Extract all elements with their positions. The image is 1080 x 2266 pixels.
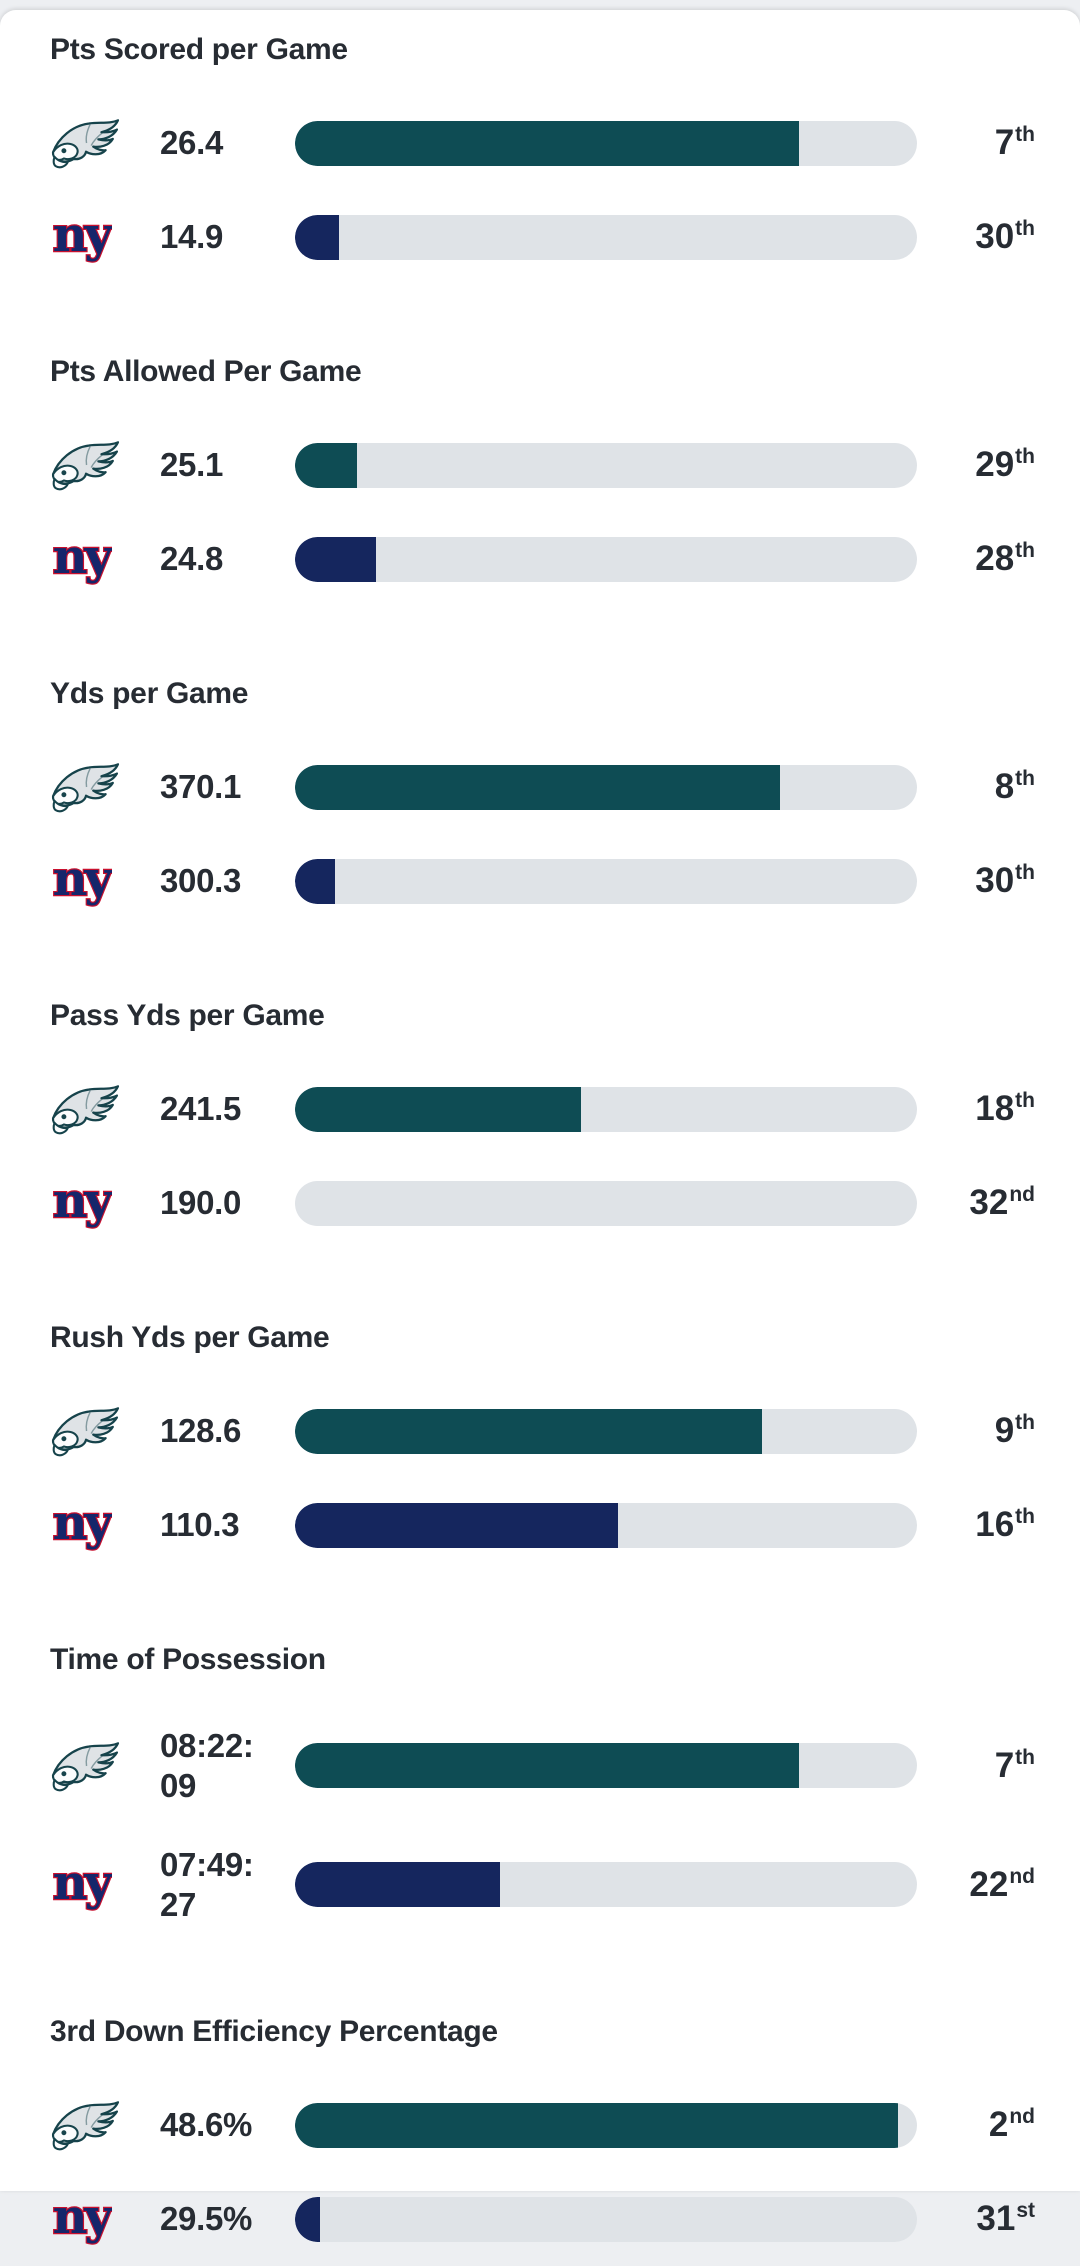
stat-rank: 7th (994, 123, 1035, 162)
stat-row-giants: 190.0 32nd (50, 1156, 1035, 1250)
stat-bar-track (295, 442, 917, 488)
section-title: Pass Yds per Game (50, 999, 325, 1032)
stat-value: 24.8 (160, 540, 224, 577)
stat-section-time-of-possession: Time of Possession 08:22: 09 7th 07:49: 27… (50, 1628, 1035, 1944)
stat-bar-fill (295, 2196, 320, 2242)
stat-row-giants: 14.9 30th (50, 190, 1035, 284)
stat-value: 25.1 (160, 446, 224, 483)
stat-bar-fill (295, 1086, 582, 1132)
stat-section-yds: Yds per Game 370.1 8th 300.3 30th (50, 662, 1035, 928)
stat-rank: 31st (976, 2199, 1035, 2238)
stat-value: 110.3 (160, 1506, 240, 1543)
stat-section-pts-allowed: Pts Allowed Per Game 25.1 29th 24.8 28th (50, 340, 1035, 606)
stat-bar-track (295, 1408, 917, 1454)
stat-bar-track (295, 1743, 917, 1788)
stat-row-eagles: 25.1 29th (50, 418, 1035, 512)
stat-row-eagles: 48.6% 2nd (50, 2078, 1035, 2172)
stat-rank: 28th (975, 539, 1035, 578)
stat-section-3rd-down: 3rd Down Efficiency Percentage 48.6% 2nd… (50, 2000, 1035, 2266)
stat-row-eagles: 26.4 7th (50, 96, 1035, 190)
stat-row-eagles: 128.6 9th (50, 1384, 1035, 1478)
stat-section-rush-yds: Rush Yds per Game 128.6 9th 110.3 16th (50, 1306, 1035, 1572)
stat-value: 300.3 (160, 862, 242, 899)
stat-rank: 9th (994, 1411, 1035, 1450)
stat-section-pass-yds: Pass Yds per Game 241.5 18th 190.0 32nd (50, 984, 1035, 1250)
stat-bar-track (295, 858, 917, 904)
stat-bar-track (295, 2102, 917, 2148)
stat-bar-fill (295, 214, 339, 260)
section-title: Rush Yds per Game (50, 1321, 330, 1354)
eagles-logo-icon (50, 437, 160, 493)
stat-row-eagles: 241.5 18th (50, 1062, 1035, 1156)
stat-bar-track (295, 1862, 917, 1907)
stat-bar-fill (295, 120, 799, 166)
stat-bar-track (295, 2196, 917, 2242)
stat-bar-fill (295, 2102, 899, 2148)
section-title: Pts Allowed Per Game (50, 355, 362, 388)
stat-bar-track (295, 214, 917, 260)
stat-row-giants: 110.3 16th (50, 1478, 1035, 1572)
stat-rank: 30th (975, 217, 1035, 256)
stat-bar-fill (295, 764, 781, 810)
eagles-logo-icon (50, 2097, 160, 2153)
stat-bar-track (295, 1502, 917, 1548)
stat-value: 370.1 (160, 768, 242, 805)
stat-row-giants: 300.3 30th (50, 834, 1035, 928)
stat-bar-fill (295, 1862, 501, 1907)
stat-rank: 30th (975, 861, 1035, 900)
ny-giants-logo-icon (50, 853, 160, 909)
stat-bar-track (295, 1180, 917, 1226)
section-title: Time of Possession (50, 1643, 326, 1676)
stat-bar-track (295, 764, 917, 810)
stat-rank: 18th (975, 1089, 1035, 1128)
stat-row-giants: 24.8 28th (50, 512, 1035, 606)
eagles-logo-icon (50, 1738, 160, 1794)
stat-value: 14.9 (160, 218, 224, 255)
ny-giants-logo-icon (50, 209, 160, 265)
stat-bar-fill (295, 1408, 762, 1454)
stat-value: 190.0 (160, 1184, 242, 1221)
stat-value: 241.5 (160, 1090, 242, 1127)
stat-row-giants: 07:49: 27 22nd (50, 1825, 1035, 1944)
stat-bar-track (295, 536, 917, 582)
ny-giants-logo-icon (50, 1175, 160, 1231)
eagles-logo-icon (50, 1403, 160, 1459)
stat-bar-fill (295, 1502, 619, 1548)
stat-row-eagles: 370.1 8th (50, 740, 1035, 834)
stat-rank: 8th (994, 767, 1035, 806)
ny-giants-logo-icon (50, 1497, 160, 1553)
stat-value: 08:22: 09 (160, 1726, 254, 1804)
stat-bar-track (295, 1086, 917, 1132)
stat-rank: 29th (975, 445, 1035, 484)
stat-rank: 16th (975, 1505, 1035, 1544)
stat-rank: 2nd (988, 2105, 1035, 2144)
section-title: Yds per Game (50, 677, 249, 710)
stat-value: 48.6% (160, 2106, 253, 2143)
team-stats-card: Pts Scored per Game 26.4 7th 14.9 30th P… (0, 10, 1080, 2191)
ny-giants-logo-icon (50, 531, 160, 587)
stat-rank: 32nd (969, 1183, 1035, 1222)
stat-row-giants: 29.5% 31st (50, 2172, 1035, 2266)
stat-bar-track (295, 120, 917, 166)
eagles-logo-icon (50, 115, 160, 171)
stat-bar-fill (295, 536, 376, 582)
ny-giants-logo-icon (50, 1857, 160, 1913)
stat-value: 26.4 (160, 124, 224, 161)
stat-rank: 7th (994, 1745, 1035, 1785)
section-title: 3rd Down Efficiency Percentage (50, 2015, 498, 2048)
stat-section-pts-scored: Pts Scored per Game 26.4 7th 14.9 30th (50, 18, 1035, 284)
eagles-logo-icon (50, 759, 160, 815)
stat-bar-fill (295, 1743, 799, 1788)
eagles-logo-icon (50, 1081, 160, 1137)
stat-bar-fill (295, 858, 336, 904)
stat-value: 128.6 (160, 1412, 242, 1449)
stat-value: 07:49: 27 (160, 1845, 254, 1923)
stat-bar-fill (295, 442, 358, 488)
stat-rank: 22nd (969, 1864, 1035, 1904)
ny-giants-logo-icon (50, 2191, 160, 2247)
stat-value: 29.5% (160, 2200, 253, 2237)
section-title: Pts Scored per Game (50, 33, 348, 66)
stat-row-eagles: 08:22: 09 7th (50, 1706, 1035, 1825)
